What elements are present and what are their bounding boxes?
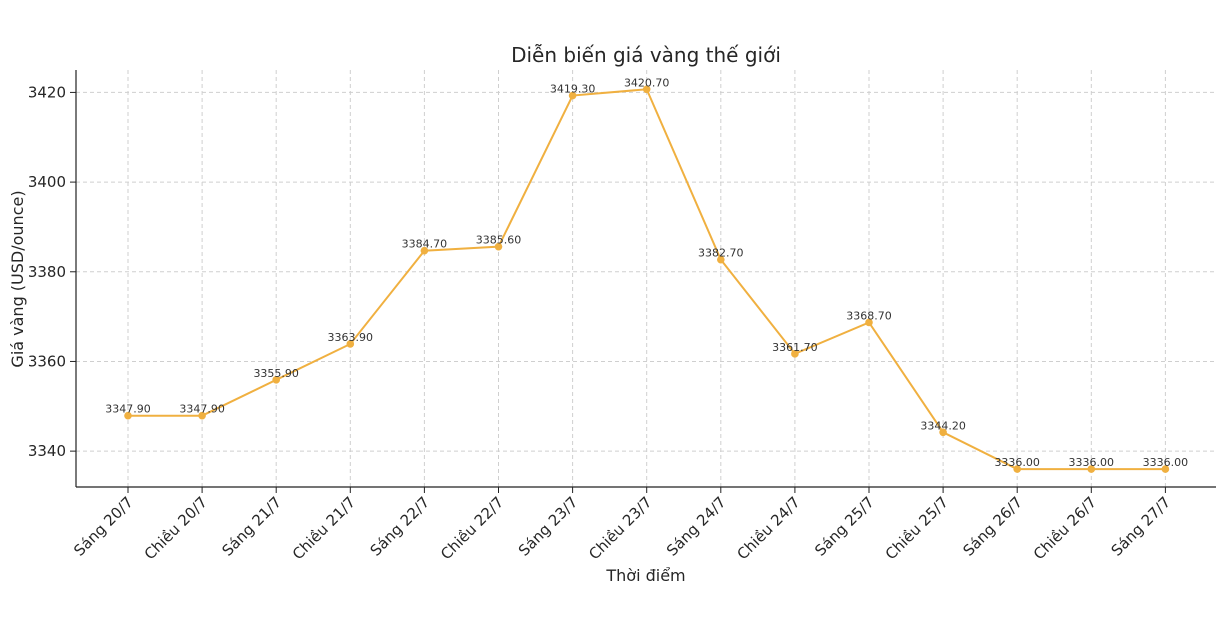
data-point bbox=[346, 340, 355, 348]
data-label: 3384.70 bbox=[402, 238, 448, 251]
x-tick-label: Sáng 21/7 bbox=[218, 493, 285, 560]
x-tick-label: Chiều 20/7 bbox=[141, 493, 211, 563]
data-label: 3347.90 bbox=[179, 403, 225, 416]
data-point bbox=[939, 428, 947, 437]
x-tick-label: Sáng 24/7 bbox=[663, 493, 730, 560]
grid bbox=[76, 70, 1216, 487]
y-tick-label: 3420 bbox=[28, 83, 66, 101]
data-point bbox=[568, 91, 577, 100]
data-point bbox=[791, 350, 799, 358]
x-tick-label: Sáng 22/7 bbox=[367, 493, 434, 560]
data-point bbox=[124, 411, 132, 420]
data-label: 3336.00 bbox=[994, 456, 1040, 469]
y-tick-label: 3400 bbox=[28, 173, 66, 191]
x-tick-label: Sáng 25/7 bbox=[811, 493, 878, 560]
x-tick-label: Sáng 27/7 bbox=[1108, 493, 1175, 560]
data-point bbox=[865, 318, 873, 327]
y-ticks: 3340 3360 3380 3400 3420 bbox=[28, 83, 76, 460]
data-label: 3382.70 bbox=[698, 247, 744, 260]
data-point bbox=[1013, 465, 1021, 473]
x-tick-label: Chiều 22/7 bbox=[437, 493, 507, 563]
y-axis-label: Giá vàng (USD/ounce) bbox=[8, 190, 27, 367]
data-label: 3336.00 bbox=[1069, 456, 1115, 469]
axes bbox=[75, 70, 1216, 488]
x-tick-label: Sáng 20/7 bbox=[70, 493, 137, 560]
data-label: 3368.70 bbox=[846, 309, 892, 322]
data-point bbox=[198, 411, 206, 420]
data-label: 3355.90 bbox=[253, 367, 299, 380]
data-point bbox=[272, 376, 281, 384]
x-tick-label: Chiều 21/7 bbox=[289, 493, 359, 563]
data-label: 3385.60 bbox=[476, 234, 522, 247]
x-tick-label: Chiều 23/7 bbox=[585, 493, 655, 563]
x-tick-label: Chiều 26/7 bbox=[1030, 493, 1100, 563]
data-label: 3419.30 bbox=[550, 83, 596, 96]
y-tick-label: 3360 bbox=[28, 352, 66, 370]
x-axis-label: Thời điểm bbox=[605, 566, 685, 585]
x-tick-label: Sáng 23/7 bbox=[515, 493, 582, 560]
data-labels: 3347.90 3347.90 3355.90 3363.90 3384.70 3385.… bbox=[105, 76, 1188, 469]
data-point bbox=[717, 255, 725, 264]
x-tick-label: Sáng 26/7 bbox=[959, 493, 1026, 560]
data-point bbox=[1087, 465, 1096, 473]
series-line bbox=[128, 88, 1166, 471]
series bbox=[124, 85, 1170, 473]
x-ticks: Sáng 20/7 Chiều 20/7 Sáng 21/7 Chiều 21/7 Sá… bbox=[70, 487, 1174, 563]
data-label: 3361.70 bbox=[772, 341, 818, 354]
data-label: 3347.90 bbox=[105, 403, 151, 416]
data-point bbox=[494, 242, 503, 251]
x-tick-label: Chiều 24/7 bbox=[733, 493, 803, 563]
y-tick-label: 3340 bbox=[28, 442, 66, 460]
data-point bbox=[420, 246, 429, 255]
data-label: 3420.70 bbox=[624, 76, 670, 89]
y-tick-label: 3380 bbox=[28, 263, 66, 281]
data-label: 3336.00 bbox=[1143, 456, 1189, 469]
x-tick-label: Chiều 25/7 bbox=[882, 493, 952, 563]
data-point bbox=[1161, 465, 1170, 473]
chart-title: Diễn biến giá vàng thế giới bbox=[511, 43, 781, 67]
data-point bbox=[642, 85, 651, 94]
data-label: 3363.90 bbox=[328, 331, 374, 344]
data-label: 3344.20 bbox=[920, 419, 966, 432]
